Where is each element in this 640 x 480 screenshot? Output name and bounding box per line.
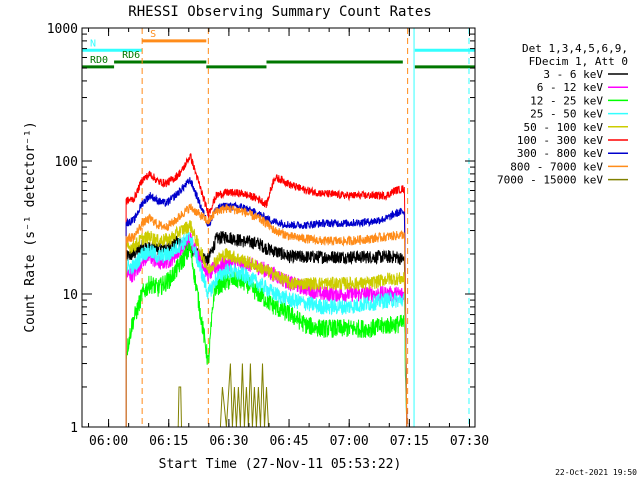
x-tick-label: 06:45: [269, 434, 308, 449]
y-tick-label: 100: [55, 155, 78, 170]
series-line: [125, 220, 408, 428]
y-tick-label: 10: [62, 288, 78, 303]
legend-entry-label: 300 - 800 keV: [517, 147, 603, 160]
y-tick-label: 1000: [47, 22, 78, 37]
timestamp: 22-Oct-2021 19:50: [555, 468, 637, 477]
legend-entry-label: 25 - 50 keV: [530, 108, 603, 121]
plot-frame: [81, 27, 476, 428]
series-line: [125, 232, 408, 428]
state-bar-label: N: [90, 38, 96, 49]
series-line: [125, 153, 408, 428]
state-bars: S N RD0 RD6: [82, 29, 475, 69]
x-tick-label: 07:15: [390, 434, 429, 449]
x-tick-label: 06:30: [209, 434, 248, 449]
series-lines: [118, 153, 408, 428]
series-line: [125, 242, 408, 428]
y-axis-label: Count Rate (s⁻¹ detector⁻¹): [23, 121, 38, 332]
series-line: [125, 230, 408, 428]
state-bar-label: S: [150, 29, 156, 40]
legend-entry-label: 50 - 100 keV: [524, 121, 604, 134]
x-axis-ticks: 06:00 06:15 06:30 06:45 07:00 07:15 07:30: [88, 28, 489, 449]
series-line: [118, 363, 407, 428]
legend-entry-label: 6 - 12 keV: [537, 81, 604, 94]
legend-entry-label: 100 - 300 keV: [517, 134, 603, 147]
legend: Det 1,3,4,5,6,9, FDecim 1, Att 0: [522, 42, 628, 68]
series-line: [125, 177, 408, 428]
x-axis-label: Start Time (27-Nov-11 05:53:22): [159, 457, 402, 472]
legend-header-line-1: Det 1,3,4,5,6,9,: [522, 42, 628, 55]
chart-title: RHESSI Observing Summary Count Rates: [128, 4, 431, 20]
x-tick-label: 06:00: [89, 434, 128, 449]
legend-entry-label: 7000 - 15000 keV: [497, 174, 603, 187]
axes: [81, 27, 476, 428]
state-bar-label: RD6: [122, 50, 140, 61]
x-tick-label: 06:15: [149, 434, 188, 449]
x-tick-label: 07:30: [450, 434, 489, 449]
state-bar-label: RD0: [90, 55, 108, 66]
legend-entry-label: 800 - 7000 keV: [510, 160, 603, 173]
legend-header-line-2: FDecim 1, Att 0: [529, 55, 628, 68]
y-tick-label: 1: [70, 421, 78, 436]
y-axis-ticks: 1 10 100 1000: [47, 22, 475, 436]
legend-entry-label: 12 - 25 keV: [530, 94, 603, 107]
legend-entry-label: 3 - 6 keV: [543, 68, 603, 81]
series-line: [125, 231, 408, 428]
x-tick-label: 07:00: [330, 434, 369, 449]
series-line: [125, 203, 408, 428]
